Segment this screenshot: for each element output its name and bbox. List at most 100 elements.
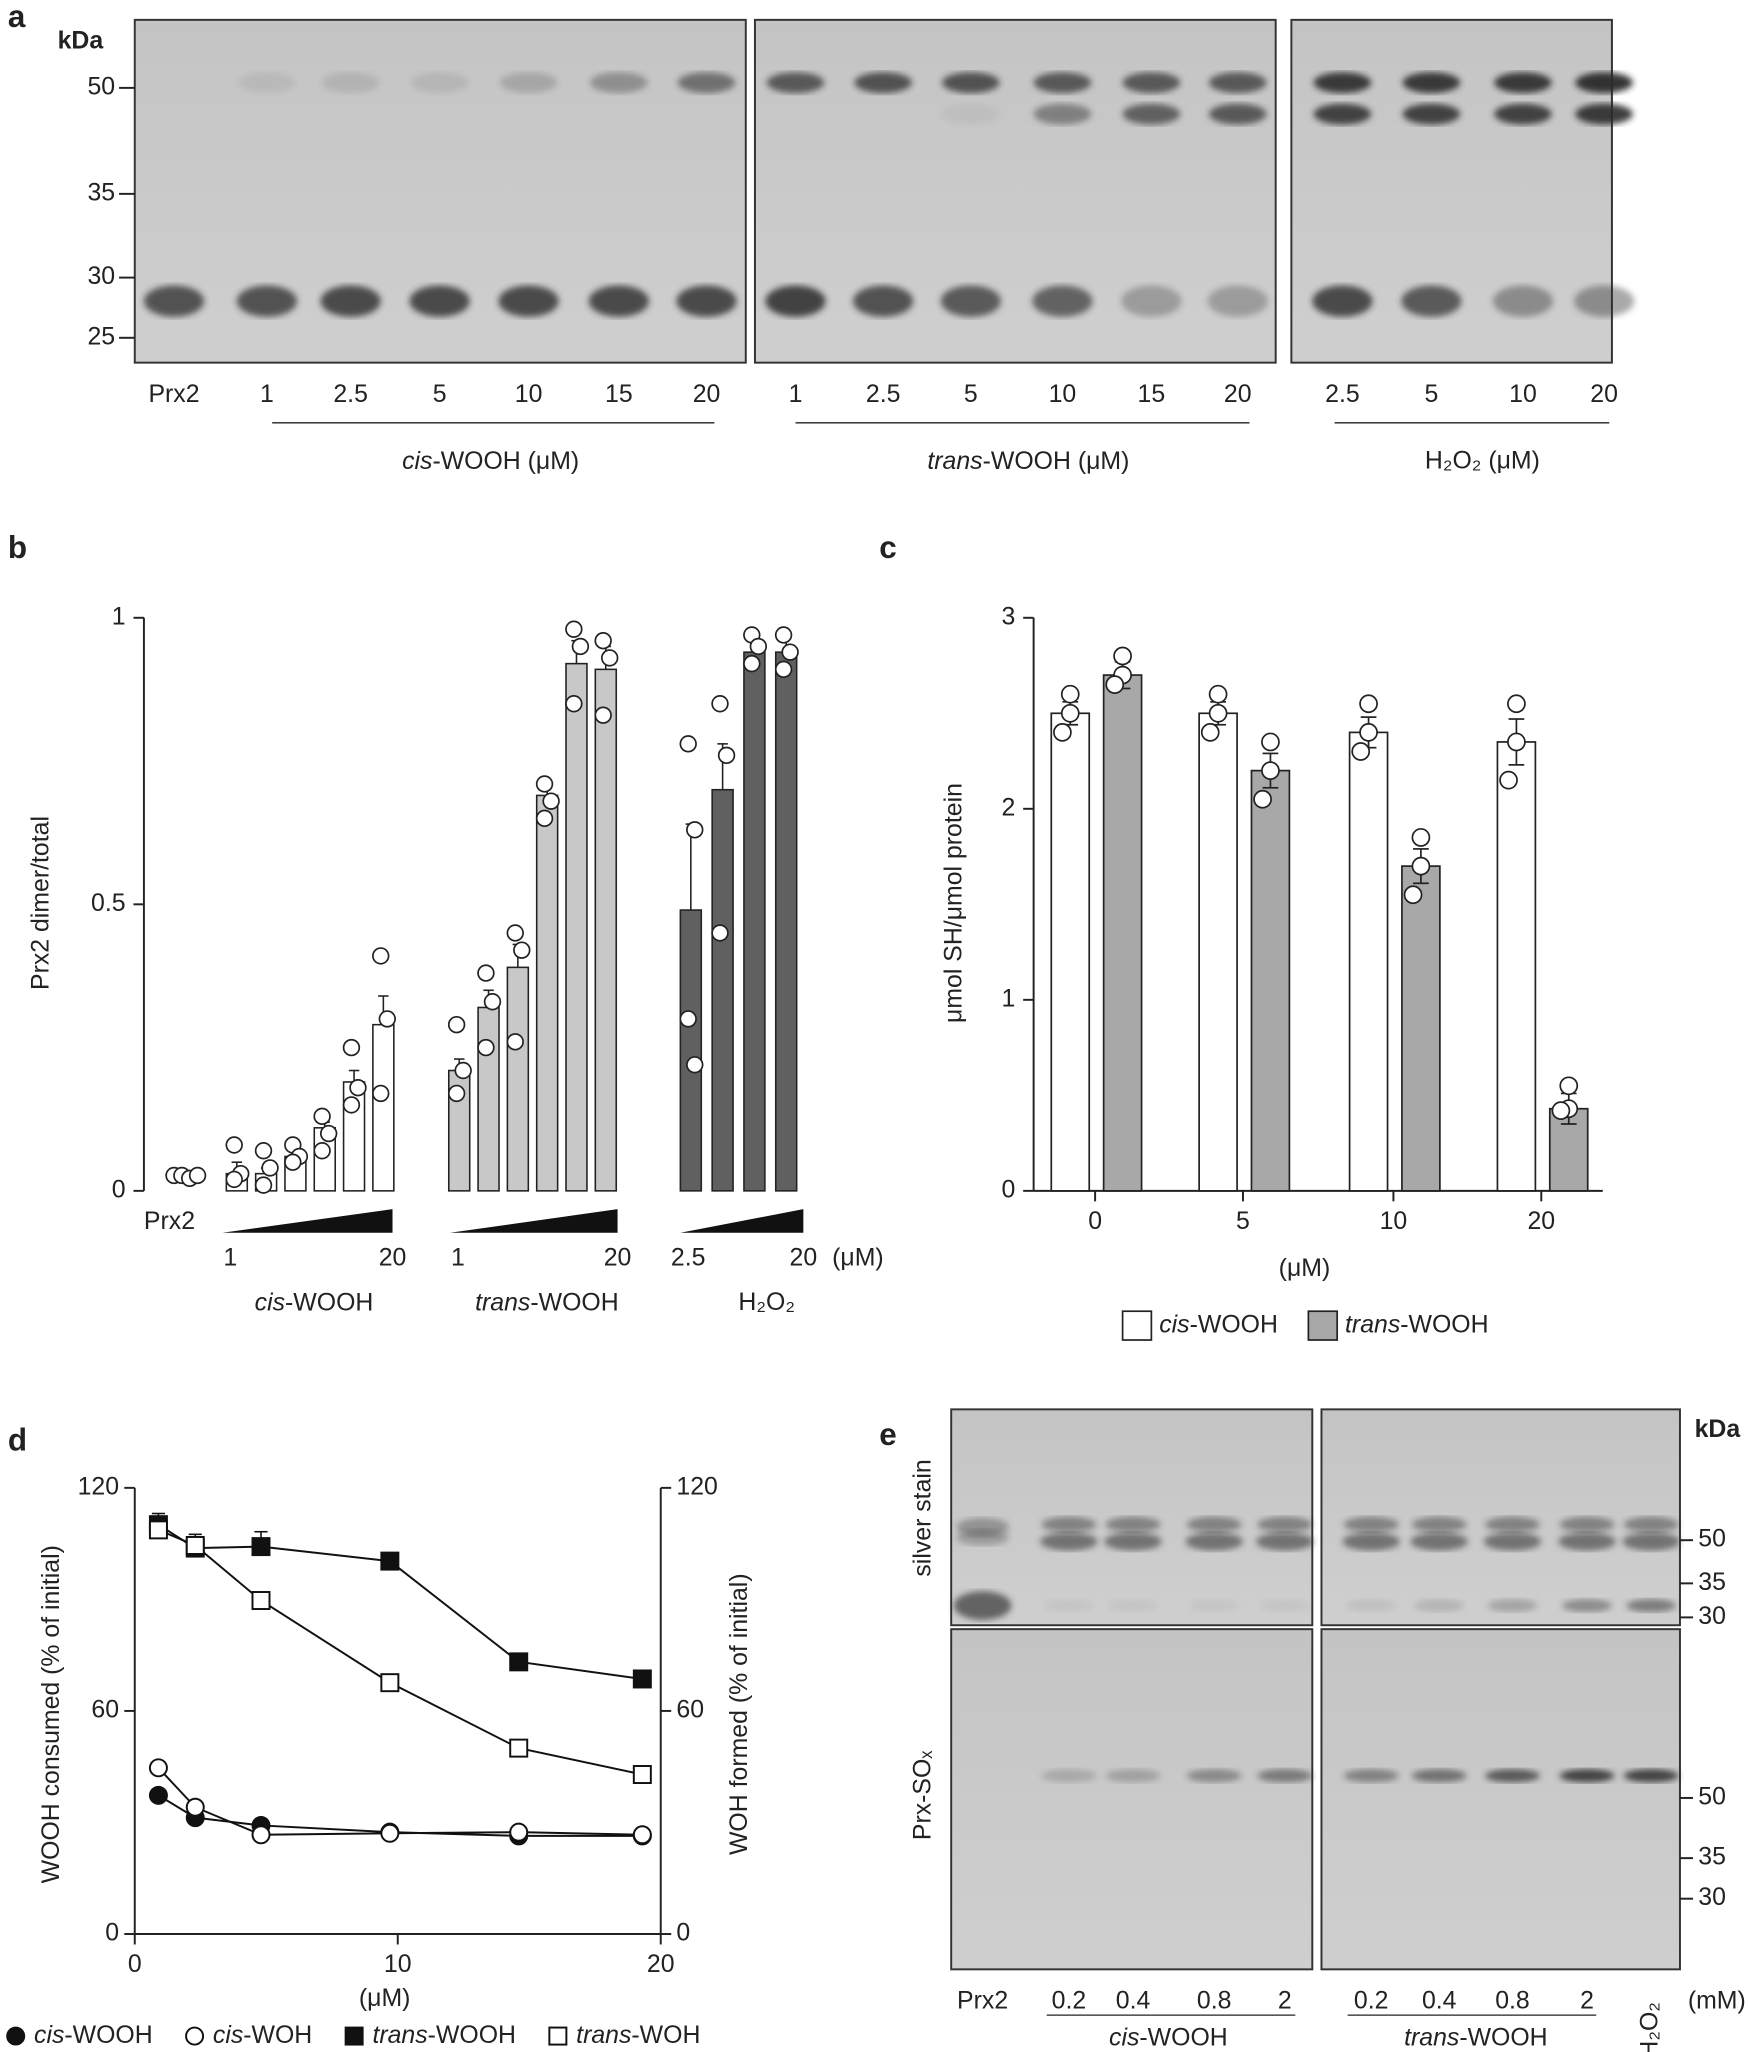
group-label: H₂O₂ (μM) [1425,448,1540,475]
gel-band [1559,1516,1615,1533]
data-point [509,1738,529,1758]
gel-band [1256,1532,1314,1551]
gel-band [1185,1532,1243,1551]
series-line [157,1523,643,1680]
gel-band [1558,1532,1616,1551]
y-axis-label: μmol SH/μmol protein [941,783,968,1023]
lane-label: 10 [515,381,543,408]
gel-band [1559,1769,1615,1783]
lane-label: 10 [1049,381,1077,408]
lane-label: Prx2 [148,381,199,408]
gel-band [942,72,1000,94]
series-line [158,1528,643,1776]
data-point [342,1038,361,1057]
data-point [148,1758,168,1778]
gel-band [1622,1532,1680,1551]
bar [1102,674,1143,1192]
gel-band [1402,72,1461,94]
gel-band [940,285,1001,317]
gel-band [1575,103,1633,125]
data-point [483,993,502,1011]
group-label: cis-WOOH [1109,2024,1228,2051]
gel-band [1411,1769,1467,1783]
data-point [185,1536,205,1555]
data-point [535,809,554,828]
data-point [686,821,704,839]
legend-label: cis-WOOH [1159,1311,1278,1338]
gel-band [1257,1769,1313,1783]
bar [477,1006,500,1192]
lane-label: H₂O₂ [1637,2002,1664,2052]
gel-band [321,72,380,94]
y2-axis-label: WOH formed (% of initial) [726,1573,753,1855]
lane-label: 1 [789,381,803,408]
data-point [380,1823,400,1843]
bar [372,1023,395,1192]
data-point [251,1537,271,1557]
lane-label: 1 [260,381,274,408]
gel-band [498,285,559,317]
y-tick-label: 0.5 [91,890,126,917]
range-label: 20 [379,1244,407,1271]
data-point [1411,856,1431,876]
gel-band [1485,1769,1540,1783]
data-point [1507,732,1526,752]
data-point [1208,703,1228,723]
gel-band [238,72,296,94]
data-point [251,1591,271,1611]
gel-band [1208,103,1267,125]
range-label: 20 [604,1244,632,1271]
bar [743,651,766,1192]
group-label: cis-WOOH [255,1289,374,1316]
lane-label: 2 [1580,1988,1594,2015]
legend-label: cis-WOOH [34,2022,153,2049]
gel-band [1032,285,1093,317]
data-point [686,1056,704,1074]
lane-label: 15 [1138,381,1166,408]
marker-label: 30 [1698,1603,1726,1630]
data-point [1113,646,1132,666]
legend-marker [185,2026,205,2046]
lane-label: 0.2 [1052,1988,1087,2015]
legend-label: cis-WOH [213,2022,312,2049]
marker-label: 30 [1698,1884,1726,1911]
bar [1401,865,1441,1192]
data-point [1208,684,1228,704]
data-point [349,1079,367,1097]
gel-band [1041,1769,1097,1783]
bar [1348,731,1389,1192]
y-tick-label: 0 [112,1176,126,1203]
dose-triangle [450,1209,618,1233]
unit-label: kDa [1695,1416,1741,1443]
marker-label: 35 [87,179,115,206]
unit-label: kDa [58,28,104,55]
series-line [157,1794,643,1837]
gel-band [853,285,914,317]
panel-letter: c [879,530,896,565]
panel-letter: b [8,530,27,565]
data-point [380,1551,400,1571]
data-point [565,695,583,713]
range-label: 1 [223,1244,237,1271]
legend-swatch [1121,1310,1153,1341]
lane-label: 20 [1224,381,1252,408]
data-point [225,1136,243,1154]
data-point [1253,789,1272,809]
dose-triangle [680,1209,804,1233]
x-tick-label: 10 [1380,1208,1408,1235]
data-point [1351,742,1371,761]
data-point [477,1038,495,1057]
data-point [594,706,612,724]
gel-band [1343,1769,1399,1783]
data-point [679,1010,697,1028]
gel-band [1312,285,1373,317]
gel-band [1044,1599,1094,1613]
bar [535,794,559,1192]
data-point [711,695,729,713]
data-point [261,1159,279,1177]
gel-band [1494,72,1552,94]
gel-band [854,72,912,94]
gel-band [1104,1532,1162,1551]
gel-band [1623,1769,1679,1783]
